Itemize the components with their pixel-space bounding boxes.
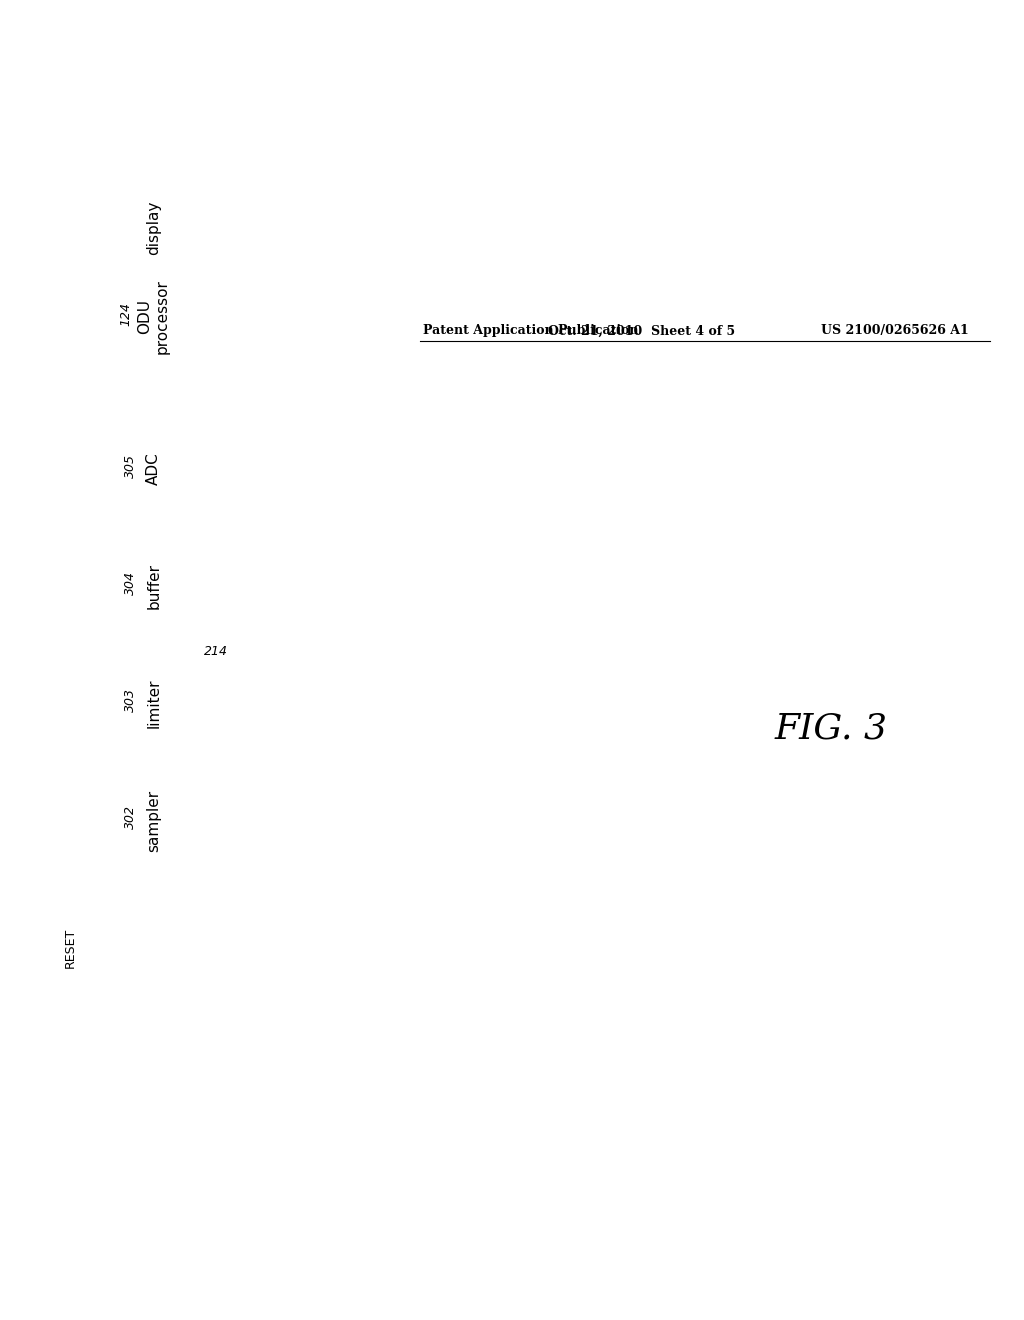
Polygon shape	[127, 663, 180, 744]
Polygon shape	[122, 279, 185, 355]
Text: display: display	[146, 201, 162, 256]
Text: 303: 303	[124, 688, 137, 711]
Text: ODU
processor: ODU processor	[137, 280, 170, 354]
Text: Oct. 21, 2010  Sheet 4 of 5: Oct. 21, 2010 Sheet 4 of 5	[548, 325, 735, 338]
Text: 214: 214	[204, 644, 227, 657]
Polygon shape	[127, 545, 180, 627]
Text: 304: 304	[124, 572, 137, 595]
Text: Patent Application Publication: Patent Application Publication	[423, 325, 639, 338]
Text: RESET: RESET	[63, 928, 77, 969]
Text: limiter: limiter	[146, 678, 162, 729]
Polygon shape	[127, 428, 180, 510]
Ellipse shape	[119, 206, 188, 251]
Text: US 2100/0265626 A1: US 2100/0265626 A1	[821, 325, 969, 338]
Text: buffer: buffer	[146, 564, 162, 609]
Text: ADC: ADC	[146, 453, 162, 486]
Text: 124: 124	[119, 302, 132, 326]
Text: FIG. 3: FIG. 3	[775, 711, 888, 746]
Polygon shape	[127, 779, 180, 862]
Text: sampler: sampler	[146, 789, 162, 851]
Text: 302: 302	[124, 805, 137, 829]
Text: 305: 305	[124, 454, 137, 478]
